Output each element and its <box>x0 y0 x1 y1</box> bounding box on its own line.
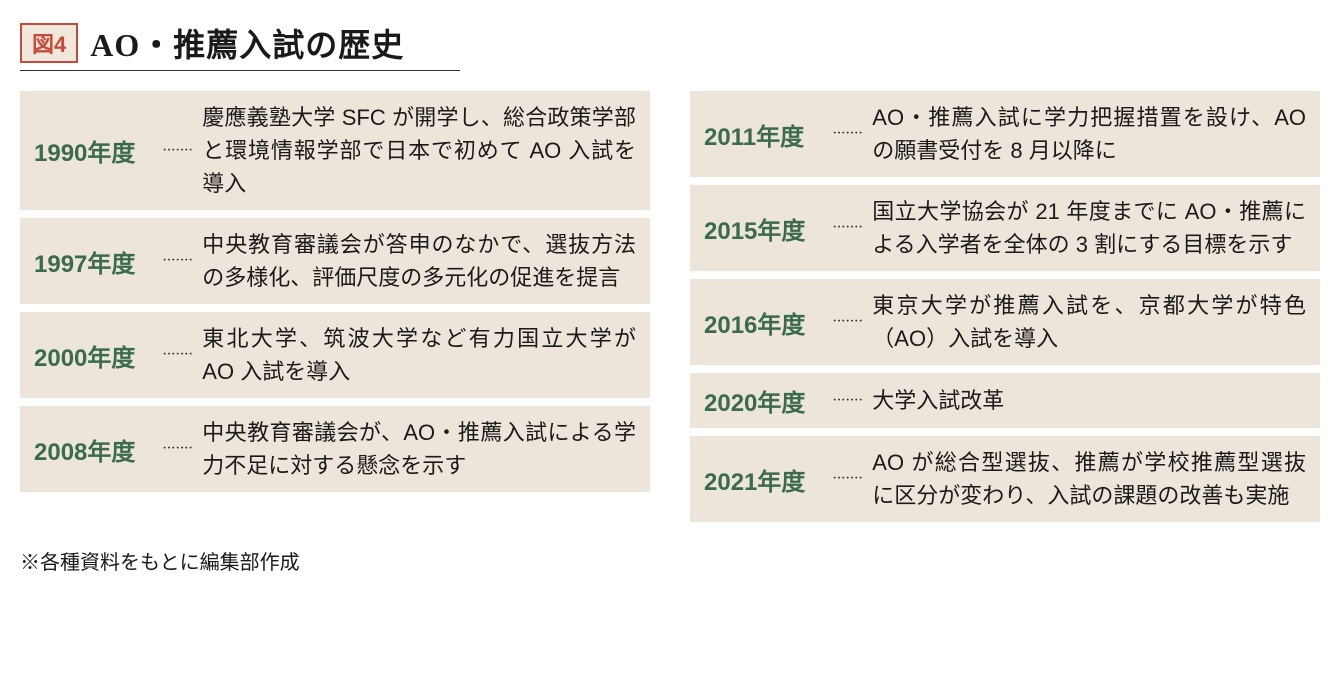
timeline-columns: 1990年度 ······· 慶應義塾大学 SFC が開学し、総合政策学部と環境情報… <box>20 91 1320 522</box>
description-text: 中央教育審議会が答申のなかで、選抜方法の多様化、評価尺度の多元化の促進を提言 <box>202 228 636 294</box>
timeline-row: 2020年度 ······· 大学入試改革 <box>690 373 1320 428</box>
timeline-row: 2015年度 ······· 国立大学協会が 21 年度までに AO・推薦による入学… <box>690 185 1320 271</box>
timeline-row: 2021年度 ······· AO が総合型選抜、推薦が学校推薦型選抜に区分が変わり… <box>690 436 1320 522</box>
description-text: 東京大学が推薦入試を、京都大学が特色（AO）入試を導入 <box>872 289 1306 355</box>
timeline-row: 1990年度 ······· 慶應義塾大学 SFC が開学し、総合政策学部と環境情報… <box>20 91 650 210</box>
figure-label: 図4 <box>20 23 78 63</box>
description-text: AO が総合型選抜、推薦が学校推薦型選抜に区分が変わり、入試の課題の改善も実施 <box>872 446 1306 512</box>
year-label: 2008年度 <box>34 432 152 467</box>
separator-dots: ······· <box>832 219 862 237</box>
separator-dots: ······· <box>162 440 192 458</box>
timeline-row: 2011年度 ······· AO・推薦入試に学力把握措置を設け、AO の願書受付を… <box>690 91 1320 177</box>
timeline-row: 2000年度 ······· 東北大学、筑波大学など有力国立大学が AO 入試を導入 <box>20 312 650 398</box>
description-text: 中央教育審議会が、AO・推薦入試による学力不足に対する懸念を示す <box>202 416 636 482</box>
description-text: AO・推薦入試に学力把握措置を設け、AO の願書受付を 8 月以降に <box>872 101 1306 167</box>
right-column: 2011年度 ······· AO・推薦入試に学力把握措置を設け、AO の願書受付を… <box>690 91 1320 522</box>
year-label: 1997年度 <box>34 244 152 279</box>
left-column: 1990年度 ······· 慶應義塾大学 SFC が開学し、総合政策学部と環境情報… <box>20 91 650 522</box>
separator-dots: ······· <box>832 125 862 143</box>
description-text: 大学入試改革 <box>872 384 1306 417</box>
year-label: 2015年度 <box>704 211 822 246</box>
year-label: 2020年度 <box>704 383 822 418</box>
year-label: 2011年度 <box>704 117 822 152</box>
separator-dots: ······· <box>162 346 192 364</box>
year-label: 2016年度 <box>704 305 822 340</box>
description-text: 国立大学協会が 21 年度までに AO・推薦による入学者を全体の 3 割にする目… <box>872 195 1306 261</box>
separator-dots: ······· <box>832 392 862 410</box>
timeline-row: 2016年度 ······· 東京大学が推薦入試を、京都大学が特色（AO）入試を導入 <box>690 279 1320 365</box>
page-title: AO・推薦入試の歴史 <box>90 20 404 66</box>
year-label: 2000年度 <box>34 338 152 373</box>
year-label: 2021年度 <box>704 462 822 497</box>
year-label: 1990年度 <box>34 133 152 168</box>
timeline-row: 2008年度 ······· 中央教育審議会が、AO・推薦入試による学力不足に対する… <box>20 406 650 492</box>
separator-dots: ······· <box>162 252 192 270</box>
footnote: ※各種資料をもとに編集部作成 <box>20 546 1320 575</box>
description-text: 慶應義塾大学 SFC が開学し、総合政策学部と環境情報学部で日本で初めて AO … <box>202 101 636 200</box>
separator-dots: ······· <box>832 470 862 488</box>
header: 図4 AO・推薦入試の歴史 <box>20 20 460 71</box>
description-text: 東北大学、筑波大学など有力国立大学が AO 入試を導入 <box>202 322 636 388</box>
timeline-row: 1997年度 ······· 中央教育審議会が答申のなかで、選抜方法の多様化、評価尺… <box>20 218 650 304</box>
separator-dots: ······· <box>832 313 862 331</box>
separator-dots: ······· <box>162 142 192 160</box>
